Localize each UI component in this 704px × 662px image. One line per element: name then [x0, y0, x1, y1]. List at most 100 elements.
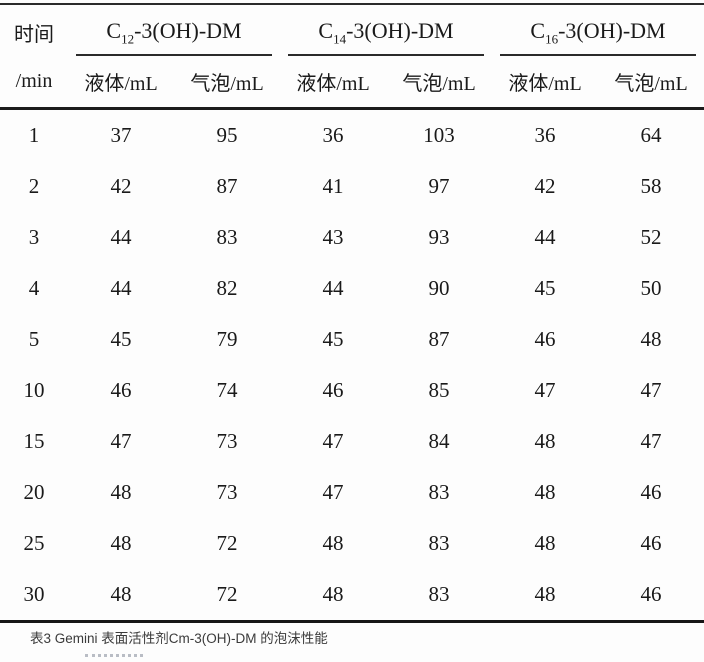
group-header-c12: C12-3(OH)-DM — [68, 3, 280, 56]
time-cell: 30 — [0, 569, 68, 623]
value-cell: 73 — [216, 480, 238, 504]
sub-header-row: /min 液体/mL 气泡/mL 液体/mL 气泡/mL 液体/mL 气泡/mL — [0, 56, 704, 110]
value-cell: 47 — [110, 429, 132, 453]
group-header-c16: C16-3(OH)-DM — [492, 3, 704, 56]
group-label-c12: C12-3(OH)-DM — [76, 10, 272, 56]
value-cell: 44 — [110, 225, 132, 249]
value-cell: 46 — [322, 378, 344, 402]
value-cell: 44 — [322, 276, 344, 300]
value-cell: 74 — [216, 378, 238, 402]
time-header-top: 时间 — [0, 3, 68, 56]
group-label-c16: C16-3(OH)-DM — [500, 10, 696, 56]
group-header-c14: C14-3(OH)-DM — [280, 3, 492, 56]
value-cell: 42 — [110, 174, 132, 198]
value-cell: 48 — [534, 480, 556, 504]
value-cell: 103 — [423, 123, 455, 147]
value-cell: 97 — [428, 174, 450, 198]
value-cell: 44 — [534, 225, 556, 249]
value-cell: 48 — [640, 327, 662, 351]
value-cell: 46 — [110, 378, 132, 402]
value-cell: 87 — [428, 327, 450, 351]
time-cell: 25 — [23, 531, 45, 555]
group-label-part: C — [318, 18, 334, 43]
value-cell: 52 — [640, 225, 662, 249]
value-cell: 48 — [322, 531, 344, 555]
value-cell: 48 — [280, 569, 386, 623]
time-cell: 1 — [28, 123, 40, 147]
value-cell: 36 — [322, 123, 344, 147]
group-label-part: -3(OH)-DM — [134, 18, 242, 43]
value-cell: 48 — [534, 429, 556, 453]
value-cell: 45 — [322, 327, 344, 351]
value-cell: 47 — [322, 480, 344, 504]
subheader-c16-bubble: 气泡/mL — [598, 56, 704, 110]
time-cell: 5 — [28, 327, 40, 351]
time-cell: 10 — [23, 378, 45, 402]
value-cell: 44 — [110, 276, 132, 300]
value-cell: 95 — [216, 123, 238, 147]
table-row: 2 42 87 41 97 42 58 — [0, 161, 704, 212]
table-row: 10 46 74 46 85 47 47 — [0, 365, 704, 416]
value-cell: 83 — [216, 225, 238, 249]
group-subscript: 14 — [333, 31, 347, 47]
subheader-c12-liquid: 液体/mL — [68, 56, 174, 110]
value-cell: 93 — [428, 225, 450, 249]
table-row: 4 44 82 44 90 45 50 — [0, 263, 704, 314]
value-cell: 48 — [68, 569, 174, 623]
value-cell: 85 — [428, 378, 450, 402]
group-header-row: 时间 C12-3(OH)-DM C14-3(OH)-DM C16-3(OH)-D… — [0, 3, 704, 56]
value-cell: 46 — [640, 480, 662, 504]
value-cell: 83 — [386, 569, 492, 623]
value-cell: 45 — [110, 327, 132, 351]
value-cell: 83 — [428, 480, 450, 504]
value-cell: 48 — [492, 569, 598, 623]
value-cell: 47 — [640, 378, 662, 402]
value-cell: 87 — [216, 174, 238, 198]
group-subscript: 12 — [121, 31, 135, 47]
value-cell: 46 — [598, 569, 704, 623]
group-label-part: -3(OH)-DM — [558, 18, 666, 43]
table-caption: 表3 Gemini 表面活性剂Cm-3(OH)-DM 的泡沫性能 — [30, 631, 328, 646]
value-cell: 48 — [534, 531, 556, 555]
group-label-part: C — [530, 18, 546, 43]
subheader-c16-liquid: 液体/mL — [492, 56, 598, 110]
foam-performance-table: 时间 C12-3(OH)-DM C14-3(OH)-DM C16-3(OH)-D… — [0, 3, 704, 623]
value-cell: 83 — [428, 531, 450, 555]
value-cell: 36 — [534, 123, 556, 147]
value-cell: 84 — [428, 429, 450, 453]
time-cell: 4 — [28, 276, 40, 300]
group-label-part: -3(OH)-DM — [346, 18, 454, 43]
value-cell: 58 — [640, 174, 662, 198]
value-cell: 50 — [640, 276, 662, 300]
value-cell: 82 — [216, 276, 238, 300]
time-cell: 20 — [23, 480, 45, 504]
table-body: 1 37 95 36 103 36 64 2 42 87 41 97 42 58 3 44 83 43 93 44 52… — [0, 109, 704, 623]
value-cell: 47 — [640, 429, 662, 453]
value-cell: 72 — [174, 569, 280, 623]
value-cell: 47 — [322, 429, 344, 453]
value-cell: 47 — [534, 378, 556, 402]
table-header: 时间 C12-3(OH)-DM C14-3(OH)-DM C16-3(OH)-D… — [0, 3, 704, 110]
value-cell: 73 — [216, 429, 238, 453]
value-cell: 72 — [216, 531, 238, 555]
value-cell: 48 — [110, 480, 132, 504]
value-cell: 46 — [534, 327, 556, 351]
value-cell: 46 — [640, 531, 662, 555]
table-row: 1 37 95 36 103 36 64 — [0, 109, 704, 162]
time-cell: 2 — [28, 174, 40, 198]
value-cell: 37 — [110, 123, 132, 147]
group-label-c14: C14-3(OH)-DM — [288, 10, 484, 56]
subheader-c12-bubble: 气泡/mL — [174, 56, 280, 110]
group-label-part: C — [106, 18, 122, 43]
value-cell: 41 — [322, 174, 344, 198]
subheader-c14-liquid: 液体/mL — [280, 56, 386, 110]
value-cell: 43 — [322, 225, 344, 249]
group-subscript: 16 — [545, 31, 559, 47]
value-cell: 48 — [110, 531, 132, 555]
value-cell: 42 — [534, 174, 556, 198]
time-cell: 3 — [28, 225, 40, 249]
time-cell: 15 — [23, 429, 45, 453]
value-cell: 64 — [640, 123, 662, 147]
table-row: 20 48 73 47 83 48 46 — [0, 467, 704, 518]
